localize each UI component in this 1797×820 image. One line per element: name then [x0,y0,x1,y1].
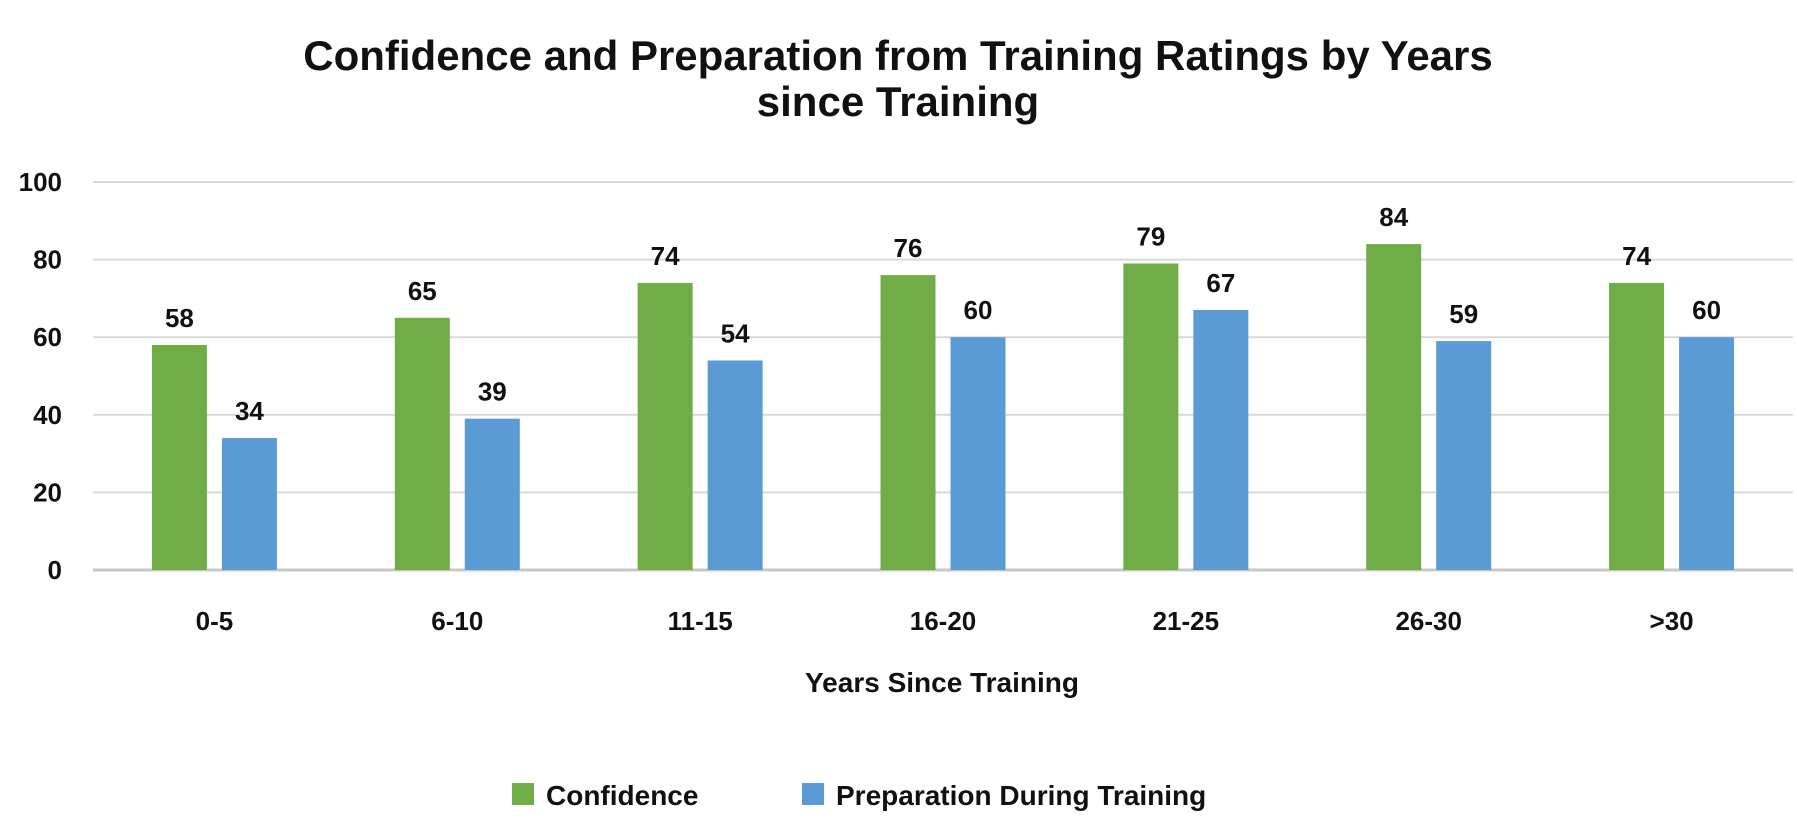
bar-confidence [880,275,936,570]
y-tick-label: 0 [48,555,62,585]
x-tick-label: 11-15 [668,606,733,636]
legend-label: Preparation During Training [836,780,1206,811]
data-label: 76 [894,233,923,263]
bar-preparation [707,360,763,570]
data-label: 60 [1692,295,1721,325]
bar-confidence [151,344,207,570]
legend-swatch [512,783,534,805]
bar-preparation [1679,337,1735,570]
bar-preparation [1193,310,1249,570]
x-tick-label: 6-10 [431,606,483,636]
data-label: 39 [478,377,507,407]
legend: Confidence Preparation During Training [512,780,1206,811]
x-tick-label: >30 [1650,606,1694,636]
data-label: 84 [1379,202,1408,232]
data-label: 58 [165,303,194,333]
data-label: 79 [1136,221,1165,251]
x-tick-label: 16-20 [910,606,977,636]
data-label: 67 [1206,268,1235,298]
x-tick-label: 21-25 [1153,606,1220,636]
y-tick-label: 40 [33,400,62,430]
bar-confidence [1366,244,1422,570]
data-label: 59 [1449,299,1478,329]
data-label: 60 [964,295,993,325]
bar-confidence [1609,282,1665,570]
chart-title-line-2: since Training [757,78,1039,125]
y-tick-label: 20 [33,477,62,507]
chart-title-line-1: Confidence and Preparation from Training… [303,32,1493,79]
bar-confidence [637,282,693,570]
x-tick-label: 26-30 [1395,606,1462,636]
data-label: 74 [1622,241,1651,271]
bar-confidence [394,317,450,570]
bar-preparation [464,418,520,570]
legend-label: Confidence [546,780,698,811]
y-tick-label: 100 [19,167,62,197]
data-label: 65 [408,276,437,306]
bar-confidence [1123,263,1179,570]
x-tick-label: 0-5 [196,606,234,636]
y-tick-label: 80 [33,245,62,275]
legend-swatch [802,783,824,805]
data-label: 74 [651,241,680,271]
y-tick-label: 60 [33,322,62,352]
data-label: 54 [721,318,750,348]
data-label: 34 [235,396,264,426]
bar-preparation [1436,341,1492,570]
x-axis-title: Years Since Training [805,667,1079,698]
bar-preparation [221,438,277,570]
bar-preparation [950,337,1006,570]
